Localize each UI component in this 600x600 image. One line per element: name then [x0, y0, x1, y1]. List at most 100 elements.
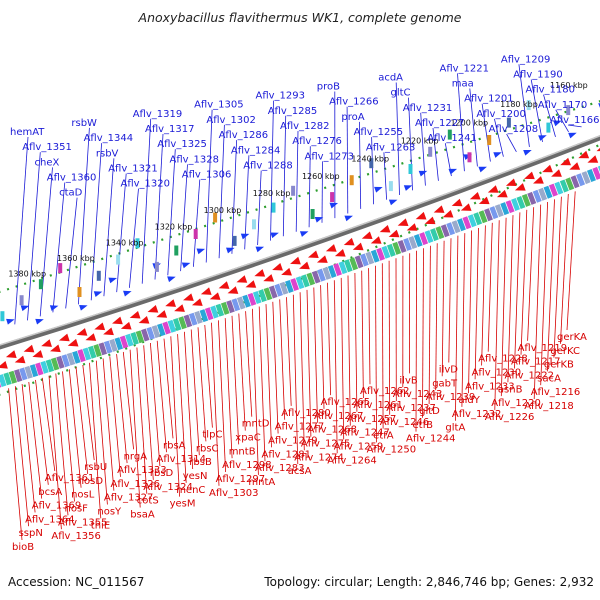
forward-leader-line	[295, 130, 299, 232]
gc-band-segment	[268, 285, 278, 299]
reverse-gene-arrow	[290, 256, 301, 265]
forward-leader-line	[257, 170, 262, 246]
tick-label: 1340 kbp	[106, 239, 144, 248]
reverse-leader-line	[340, 277, 345, 440]
reverse-leader-line	[35, 379, 49, 485]
forward-gene-block	[349, 175, 354, 186]
reverse-gene-label: Aflv_1333	[117, 465, 167, 476]
reverse-gene-arrow	[103, 327, 114, 336]
reverse-leader-line	[143, 345, 154, 480]
reverse-gene-arrow	[129, 310, 141, 319]
reverse-gene-arrow	[14, 355, 26, 364]
reverse-gene-label: Aflv_1364	[25, 514, 75, 525]
forward-gene-label: Aflv_1241	[427, 133, 477, 144]
forward-leader-line	[193, 179, 201, 267]
reverse-gene-label: Aflv_1230	[472, 368, 522, 379]
forward-gene-arrow	[93, 291, 103, 297]
forward-leader-line	[129, 188, 139, 288]
reverse-leader-line	[361, 270, 364, 399]
reverse-gene-arrow	[227, 286, 239, 294]
reverse-leader-line	[527, 207, 535, 341]
gc-band-segment	[236, 296, 246, 310]
tick-label: 1240 kbp	[351, 155, 389, 164]
reverse-gene-arrow	[569, 162, 581, 170]
forward-leader-line	[543, 94, 556, 138]
reverse-gene-label: asnB	[498, 384, 523, 395]
forward-gene-block	[291, 185, 296, 196]
gc-band-segment	[478, 210, 488, 224]
forward-gene-label: Aflv_1321	[108, 164, 158, 175]
reverse-gene-label: gerKC	[550, 346, 580, 357]
forward-gene-block	[467, 152, 472, 163]
gc-band-segment	[559, 179, 569, 193]
reverse-gene-arrow	[551, 169, 562, 177]
reverse-leader-line	[347, 275, 351, 426]
gc-band-segment	[527, 191, 537, 205]
tick-label: 1200 kbp	[450, 118, 488, 127]
reverse-gene-label: gabT	[432, 378, 458, 389]
gc-band-segment	[0, 374, 7, 388]
reverse-gene-label: Aflv_1261	[353, 400, 403, 411]
reverse-gene-arrow	[524, 171, 535, 180]
reverse-leader-line	[211, 322, 220, 486]
reverse-gene-arrow	[85, 333, 97, 341]
gc-band-segment	[19, 367, 28, 381]
gc-band-segment	[40, 360, 49, 374]
gc-band-segment	[489, 206, 499, 220]
gc-band-segment	[403, 237, 412, 251]
reverse-leader-line	[224, 318, 233, 459]
reverse-gene-arrow	[334, 249, 346, 257]
forward-gene-label: gltC	[391, 88, 411, 99]
reverse-gene-arrow	[307, 250, 319, 259]
reverse-gene-label: Aflv_1279	[268, 436, 318, 447]
reverse-gene-arrow	[469, 192, 481, 200]
gc-band-segment	[167, 319, 177, 333]
forward-leader-line	[52, 182, 66, 313]
forward-gene-label: Aflv_1360	[47, 173, 97, 184]
forward-leader-line	[469, 88, 478, 167]
gc-band-segment	[392, 241, 402, 255]
forward-gene-label: Aflv_1255	[354, 127, 404, 138]
reverse-gene-arrow	[578, 150, 590, 159]
gc-band-segment	[516, 196, 526, 210]
reverse-gene-label: Aflv_1361	[45, 473, 95, 484]
forward-gene-label: Aflv_1319	[133, 109, 183, 120]
reverse-gene-label: Aflv_1232	[452, 409, 502, 420]
gc-band-segment	[183, 314, 193, 328]
forward-gene-label: Aflv_1286	[219, 130, 269, 141]
reverse-gene-label: Aflv_1243	[393, 389, 443, 400]
forward-gene-arrow	[123, 290, 132, 297]
forward-gene-label: Aflv_1288	[243, 161, 293, 172]
forward-gene-block	[135, 238, 140, 249]
reverse-gene-arrow	[67, 338, 79, 347]
reverse-leader-line	[354, 272, 358, 412]
gc-band-segment	[446, 222, 456, 236]
reverse-leader-line	[150, 342, 161, 467]
reverse-gene-label: Aflv_1280	[281, 408, 331, 419]
gc-band-segment	[327, 264, 337, 278]
forward-leader-line	[154, 133, 164, 280]
gc-band-segment	[35, 362, 44, 376]
gc-band-segment	[263, 287, 273, 301]
reverse-gene-label: Aflv_1265	[321, 397, 371, 408]
reverse-gene-label: cotS	[137, 496, 159, 507]
forward-leader-line	[141, 118, 152, 284]
forward-gene-labels: hemAT Aflv_1351 cheX Aflv_1360 ctaD rsbW Aflv_…	[10, 54, 600, 198]
forward-leader-line	[383, 152, 387, 200]
forward-gene-label: proA	[341, 112, 364, 123]
reverse-leader-line	[156, 340, 167, 453]
forward-leader-line	[395, 82, 400, 196]
reverse-leader-line	[197, 327, 207, 442]
reverse-leader-line	[481, 225, 486, 366]
forward-leader-line	[90, 143, 102, 301]
reverse-gene-label: Aflv_1219	[518, 343, 568, 354]
forward-gene-label: Aflv_1170	[538, 100, 588, 111]
reverse-gene-arrow	[272, 262, 283, 271]
reverse-gene-arrow	[406, 223, 418, 231]
reverse-gene-label: aldY	[459, 395, 481, 406]
genome-backbone-highlight	[0, 134, 600, 346]
reverse-gene-label: Aflv_1327	[104, 493, 154, 504]
reverse-gene-label: nosY	[97, 507, 122, 518]
gc-band-segment	[301, 274, 310, 288]
forward-gene-arrow	[167, 276, 176, 283]
